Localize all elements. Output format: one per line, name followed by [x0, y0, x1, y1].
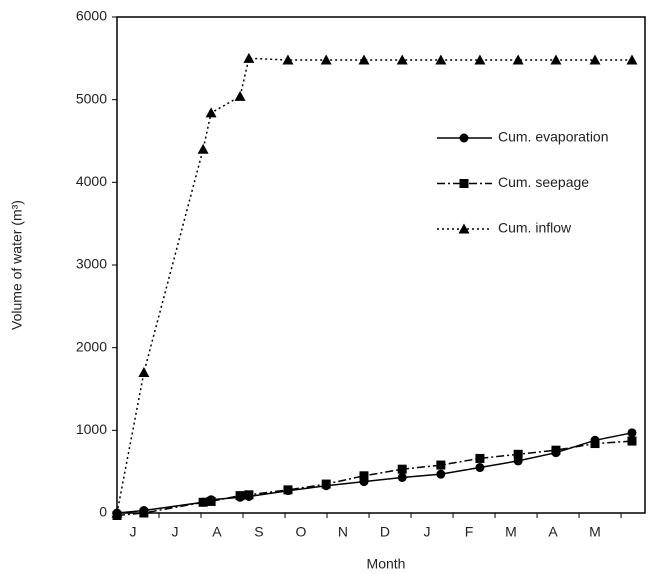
- marker: [475, 453, 485, 463]
- x-tick-label: O: [296, 524, 307, 540]
- x-tick-label: J: [129, 524, 136, 540]
- x-tick-label: M: [589, 524, 601, 540]
- series-line: [116, 432, 633, 514]
- y-tick-label: 1000: [76, 421, 107, 437]
- marker: [321, 479, 331, 489]
- x-tick-label: M: [505, 524, 517, 540]
- legend-marker: [459, 133, 469, 143]
- marker: [282, 54, 294, 65]
- x-tick-label: J: [423, 524, 430, 540]
- y-tick-label: 2000: [76, 338, 107, 354]
- marker: [436, 469, 446, 479]
- marker: [627, 428, 637, 438]
- marker: [435, 54, 447, 65]
- x-axis-label: Month: [367, 556, 406, 572]
- y-tick-label: 6000: [76, 8, 107, 24]
- marker: [436, 460, 446, 470]
- y-tick-label: 4000: [76, 173, 107, 189]
- marker: [244, 490, 254, 500]
- marker: [235, 491, 245, 501]
- marker: [138, 366, 150, 377]
- marker: [512, 54, 524, 65]
- x-tick-label: A: [548, 524, 558, 540]
- legend-marker: [458, 223, 470, 234]
- marker: [550, 54, 562, 65]
- marker: [205, 107, 217, 118]
- marker: [397, 472, 407, 482]
- x-tick-label: F: [465, 524, 474, 540]
- marker: [475, 463, 485, 473]
- marker: [589, 54, 601, 65]
- legend-label: Cum. evaporation: [498, 129, 609, 145]
- marker: [396, 54, 408, 65]
- x-tick-label: N: [338, 524, 348, 540]
- marker: [206, 496, 216, 506]
- plot-frame: [116, 16, 646, 514]
- marker: [234, 90, 246, 101]
- marker: [139, 508, 149, 518]
- x-tick-label: J: [171, 524, 178, 540]
- x-tick-label: A: [212, 524, 222, 540]
- legend-label: Cum. seepage: [498, 174, 589, 190]
- legend-marker: [459, 179, 469, 188]
- marker: [627, 436, 637, 446]
- y-axis-label: Volume of water (m³): [9, 200, 25, 330]
- y-tick-label: 3000: [76, 256, 107, 272]
- marker: [243, 52, 255, 63]
- marker: [590, 439, 600, 449]
- marker: [197, 143, 209, 154]
- marker: [551, 445, 561, 455]
- marker: [283, 485, 293, 495]
- x-tick-label: D: [380, 524, 390, 540]
- marker: [198, 497, 208, 507]
- marker: [358, 54, 370, 65]
- y-tick-label: 5000: [76, 90, 107, 106]
- series-line: [116, 57, 632, 514]
- x-tick-label: S: [254, 524, 263, 540]
- marker: [359, 471, 369, 481]
- legend-label: Cum. inflow: [498, 220, 572, 236]
- marker: [626, 54, 638, 65]
- marker: [320, 54, 332, 65]
- marker: [474, 54, 486, 65]
- marker: [111, 507, 123, 518]
- marker: [513, 449, 523, 459]
- y-tick-label: 0: [99, 504, 107, 520]
- marker: [397, 464, 407, 474]
